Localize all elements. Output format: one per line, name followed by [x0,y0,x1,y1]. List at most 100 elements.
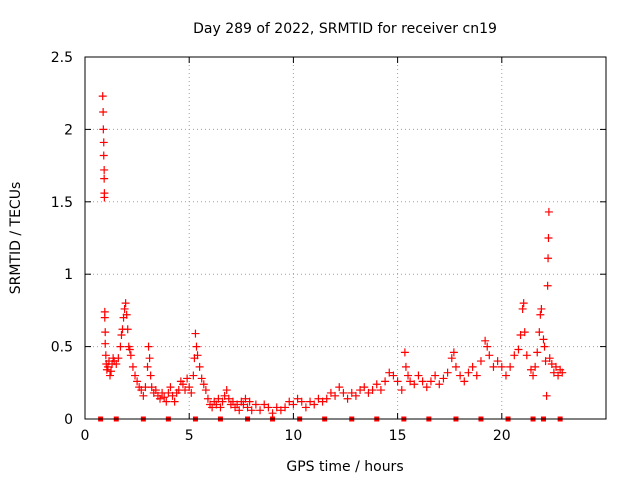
data-point [393,377,402,386]
data-point [147,383,156,392]
data-point [212,400,221,409]
data-point [120,304,129,313]
y-tick-label: 0 [64,412,73,428]
data-point [100,174,109,183]
data-point [164,388,173,397]
data-point [101,328,110,337]
data-point [339,388,348,397]
data-point [343,394,352,403]
data-point [529,371,538,380]
data-point [139,391,148,400]
data-point [542,391,551,400]
data-point [122,310,131,319]
data-point [537,304,546,313]
data-point [472,371,481,380]
data-point [520,328,529,337]
data-point [281,403,290,412]
data-point [549,368,558,377]
data-point [216,403,225,412]
data-point [245,397,254,406]
y-tick-label: 1 [64,267,73,283]
data-point [460,377,469,386]
data-point [251,400,260,409]
data-point [519,299,528,308]
data-point [241,394,250,403]
data-point [410,380,419,389]
axis-ticks: 0 5 10 15 20 0 0.5 1 1.5 2 2.5 [51,50,606,444]
data-point [451,362,460,371]
data-point [260,400,269,409]
data-point [162,397,171,406]
data-point [133,377,142,386]
data-point [526,365,535,374]
data-point [326,388,335,397]
data-point [372,380,381,389]
data-point [501,371,510,380]
data-point [414,371,423,380]
data-point [360,383,369,392]
data-point [203,394,212,403]
data-point [126,351,135,360]
data-point [547,359,556,368]
data-point [335,383,344,392]
data-point [535,328,544,337]
data-point [191,329,200,338]
data-point [331,391,340,400]
data-point [106,371,115,380]
data-point [239,400,248,409]
data-point [481,336,490,345]
data-point [201,386,210,395]
data-point [101,339,110,348]
data-point [351,391,360,400]
data-point [541,357,550,366]
data-point [544,207,553,216]
data-point [192,342,201,351]
data-point [100,165,109,174]
data-point [400,348,409,357]
data-point [256,406,265,415]
data-point [228,397,237,406]
data-point [506,362,515,371]
data-point [493,357,502,366]
data-point [247,406,256,415]
data-point [364,388,373,397]
y-tick-label: 2.5 [51,50,73,66]
data-point [516,331,525,340]
data-point [160,393,169,402]
data-point [310,400,319,409]
y-tick-label: 2 [64,122,73,138]
data-point [112,359,121,368]
data-point [131,371,140,380]
data-point [143,362,152,371]
data-point [422,383,431,392]
data-point [389,371,398,380]
data-point [99,138,108,147]
data-point [144,342,153,351]
data-point [114,354,123,363]
data-point [406,377,415,386]
y-axis-label: SRMTID / TECUs [8,182,24,295]
data-point [418,377,427,386]
data-point [289,400,298,409]
data-point [544,234,553,242]
data-point [208,403,217,412]
data-point [539,335,548,344]
data-point [101,351,110,360]
y-tick-label: 1.5 [51,195,73,211]
data-point [98,92,107,101]
data-point [168,391,177,400]
x-tick-label: 0 [81,428,90,444]
data-point [558,368,567,377]
data-point [297,397,306,406]
data-point [183,374,192,383]
data-point [531,362,540,371]
data-point [435,380,444,389]
data-point [243,403,252,412]
data-point [381,377,390,386]
data-point [554,371,563,380]
data-point [397,386,406,395]
data-point [551,362,560,371]
x-tick-label: 15 [389,428,407,444]
data-point [181,386,190,395]
